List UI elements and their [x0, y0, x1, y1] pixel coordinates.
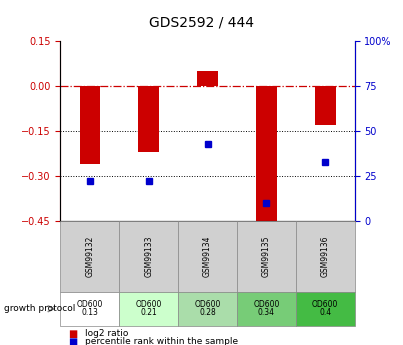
Text: OD600: OD600	[253, 300, 280, 309]
Text: GDS2592 / 444: GDS2592 / 444	[149, 16, 254, 29]
Text: 0.4: 0.4	[319, 308, 331, 317]
Text: OD600: OD600	[194, 300, 221, 309]
Bar	[79, 86, 100, 164]
Text: growth protocol: growth protocol	[4, 304, 75, 313]
Text: 0.34: 0.34	[258, 308, 275, 317]
Text: 0.13: 0.13	[81, 308, 98, 317]
Text: GSM99134: GSM99134	[203, 235, 212, 277]
Text: OD600: OD600	[135, 300, 162, 309]
Text: log2 ratio: log2 ratio	[85, 329, 128, 338]
Bar	[197, 71, 218, 86]
Text: GSM99136: GSM99136	[321, 235, 330, 277]
Text: 0.21: 0.21	[140, 308, 157, 317]
Text: GSM99132: GSM99132	[85, 236, 94, 277]
Bar	[315, 86, 336, 125]
Bar	[256, 86, 277, 224]
Text: OD600: OD600	[77, 300, 103, 309]
Text: GSM99133: GSM99133	[144, 235, 153, 277]
Text: ■: ■	[69, 337, 78, 345]
Text: percentile rank within the sample: percentile rank within the sample	[85, 337, 238, 345]
Text: GSM99135: GSM99135	[262, 235, 271, 277]
Text: 0.28: 0.28	[199, 308, 216, 317]
Text: ■: ■	[69, 329, 78, 339]
Bar	[138, 86, 159, 152]
Text: OD600: OD600	[312, 300, 339, 309]
